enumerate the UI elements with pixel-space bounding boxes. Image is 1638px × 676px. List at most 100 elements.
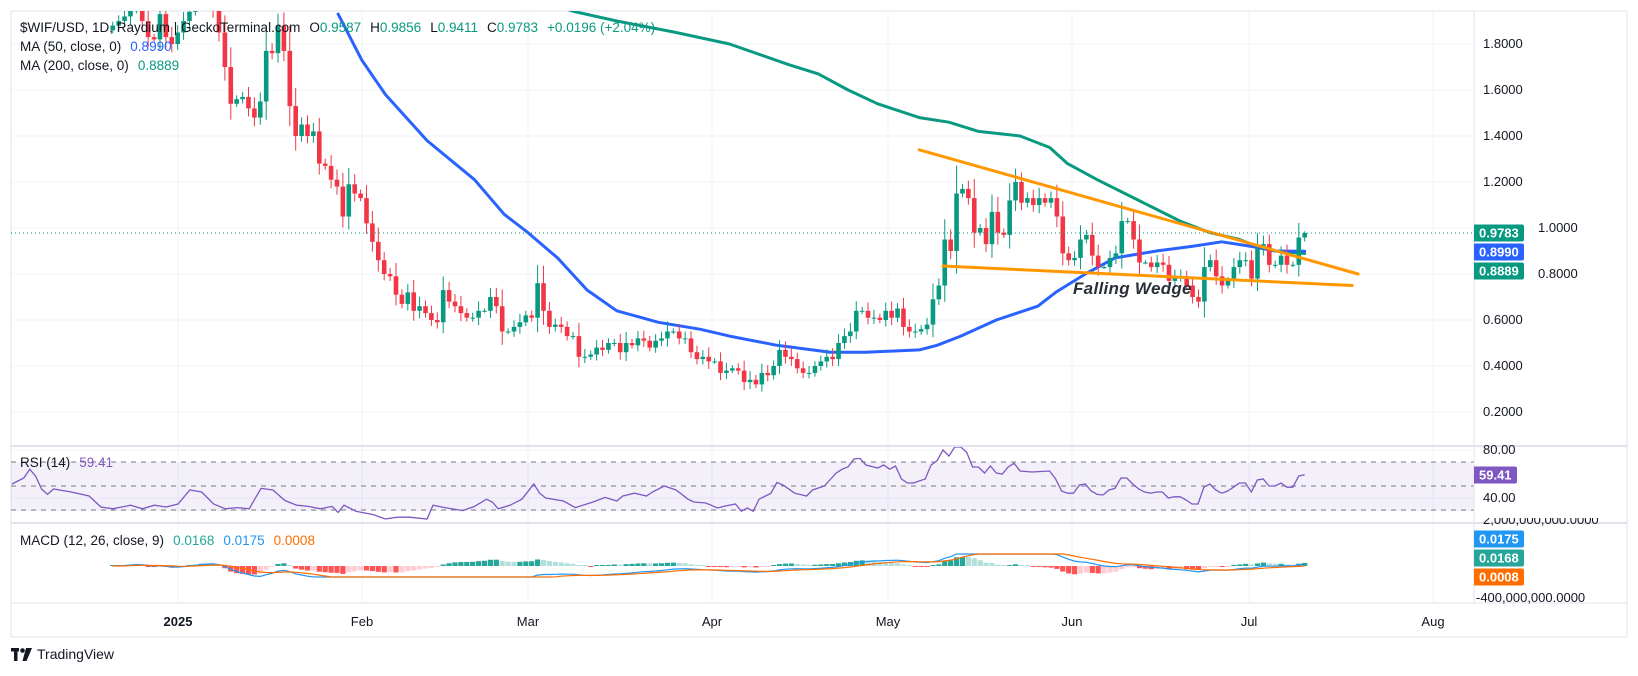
candle: [157, 11, 163, 50]
macd-histogram-bar: [953, 557, 960, 566]
macd-histogram-bar: [1125, 566, 1131, 568]
candle: [541, 265, 546, 325]
low-value: 0.9411: [437, 20, 478, 35]
brand-name: TradingView: [37, 646, 115, 662]
candle-body: [228, 67, 234, 104]
candle: [895, 302, 900, 323]
ma50-legend[interactable]: MA (50, close, 0) 0.8990: [20, 38, 172, 56]
candle: [924, 317, 930, 335]
macd-line-value: 0.0175: [223, 533, 265, 548]
candle: [553, 318, 558, 332]
candle: [1030, 189, 1036, 212]
macd-histogram-bar: [1231, 565, 1237, 566]
candle: [930, 283, 936, 338]
candle: [1196, 289, 1201, 308]
candle: [116, 15, 121, 31]
candle-body: [576, 336, 582, 357]
falling-wedge-lines[interactable]: [917, 148, 1360, 287]
candle: [1078, 225, 1083, 270]
candle-body: [724, 370, 729, 373]
candle: [812, 361, 818, 377]
candle-body: [375, 241, 381, 261]
candle-body: [623, 343, 629, 353]
candle-body: [417, 306, 422, 311]
macd-histogram-bar: [334, 566, 340, 573]
candle: [358, 189, 363, 202]
macd-histogram-bar: [1030, 566, 1036, 567]
candle-body: [1266, 244, 1272, 265]
macd-histogram-bar: [511, 561, 517, 566]
macd-histogram-bar: [505, 561, 511, 566]
candle: [901, 297, 906, 336]
candle-body: [181, 21, 186, 33]
macd-histogram-bar: [1189, 566, 1196, 570]
candle-body: [1025, 198, 1030, 203]
rsi-value-tag: 59.41: [1474, 466, 1517, 484]
candle: [1054, 184, 1060, 228]
macd-histogram-bar: [948, 560, 954, 566]
candle: [653, 334, 658, 353]
rsi-legend[interactable]: RSI (14) 59.41: [20, 454, 113, 472]
macd-legend[interactable]: MACD (12, 26, close, 9) 0.0168 0.0175 0.…: [20, 532, 315, 550]
candle-body: [1143, 262, 1148, 264]
candle: [1190, 277, 1195, 304]
ma200-legend[interactable]: MA (200, close, 0) 0.8889: [20, 57, 179, 75]
macd-histogram-bar: [145, 566, 151, 567]
ma50-price-tag: 0.8990: [1474, 243, 1524, 261]
macd-histogram-bar: [936, 564, 942, 566]
candle: [535, 265, 540, 333]
macd-histogram-bar: [304, 566, 311, 571]
macd-histogram-bar: [942, 561, 948, 566]
candle-body: [452, 301, 458, 307]
candle-body: [334, 179, 340, 187]
candle: [836, 334, 841, 367]
macd-histogram-bar: [310, 566, 316, 571]
candle-body: [830, 356, 835, 360]
high-label: H: [370, 20, 380, 35]
macd-histogram-bar: [782, 563, 789, 566]
candle: [322, 158, 328, 170]
candle: [328, 155, 334, 189]
candle-body: [411, 292, 417, 311]
macd-histogram-bar: [682, 563, 688, 566]
candle-body: [777, 349, 782, 366]
candle-body: [936, 285, 942, 300]
candle: [1231, 258, 1237, 289]
candle-body: [718, 361, 723, 373]
candle-body: [1131, 221, 1136, 240]
macd-histogram-bar: [1266, 563, 1272, 566]
candle-body: [1290, 264, 1296, 266]
macd-histogram-bar: [269, 566, 275, 568]
price-tick: 1.0000: [1538, 220, 1578, 235]
macd-histogram-bar: [717, 566, 724, 568]
candle-body: [1243, 260, 1248, 262]
symbol-legend[interactable]: $WIF/USD, 1D, Raydium | GeckoTerminal.co…: [20, 19, 655, 37]
candle-body: [263, 50, 269, 102]
candle: [942, 219, 948, 302]
macd-histogram-bar: [322, 566, 328, 573]
falling-wedge-label[interactable]: Falling Wedge: [1073, 279, 1192, 298]
time-tick-aug: Aug: [1421, 614, 1445, 629]
macd-histogram-bar: [865, 560, 871, 566]
macd-histogram-bar: [263, 566, 269, 570]
rsi-line: [11, 447, 1305, 520]
candle-body: [901, 308, 906, 327]
candle: [1160, 253, 1166, 272]
candle-body: [1202, 267, 1207, 302]
macd-histogram-bar: [375, 566, 381, 572]
candle: [246, 86, 251, 117]
macd-histogram-bar: [995, 564, 1001, 566]
macd-histogram-bar: [417, 566, 423, 570]
macd-histogram-bar: [293, 566, 299, 569]
macd-histogram-bar: [1018, 564, 1025, 566]
time-tick-feb: Feb: [350, 614, 374, 629]
macd-histogram-bar: [1201, 566, 1207, 569]
macd-histogram-bar: [1077, 566, 1084, 574]
price-tick: 0.6000: [1483, 312, 1523, 327]
candle: [1042, 193, 1048, 207]
tradingview-brand[interactable]: TradingView: [11, 646, 114, 662]
candle: [417, 296, 422, 319]
candle: [128, 11, 133, 25]
candle-body: [818, 361, 824, 366]
